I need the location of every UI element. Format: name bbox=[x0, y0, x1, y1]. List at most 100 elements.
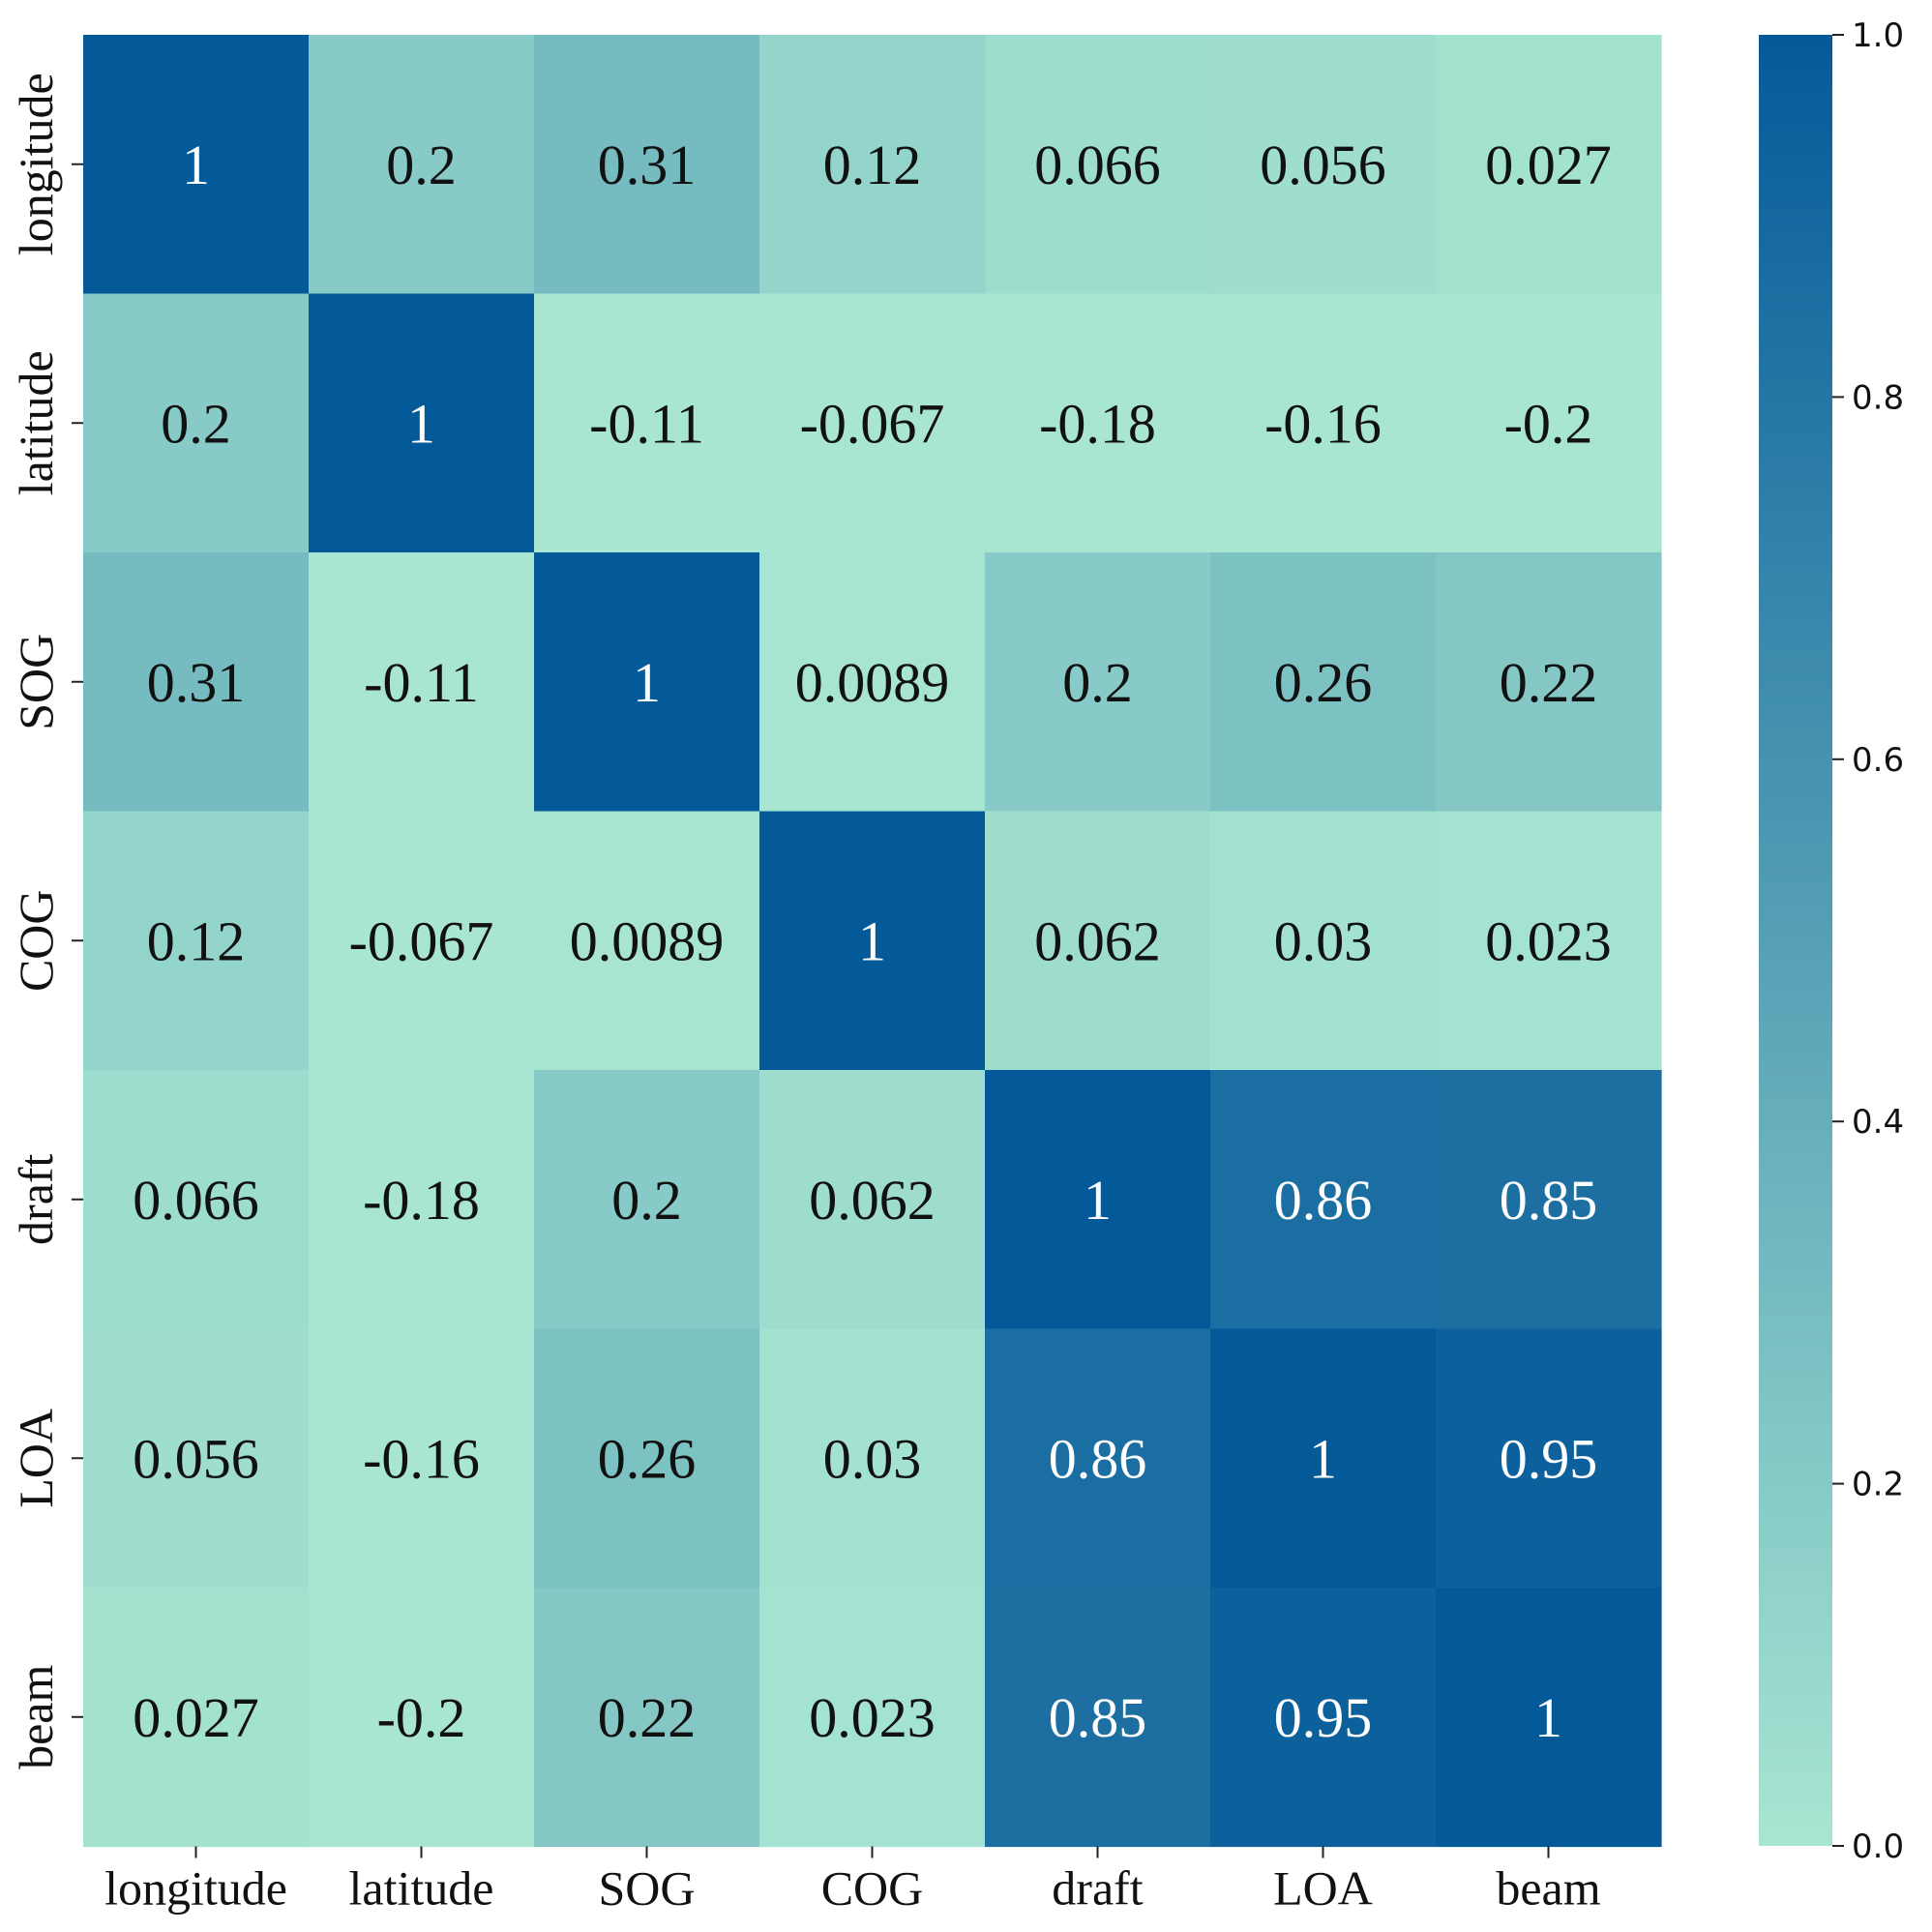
heatmap-cell-SOG-draft bbox=[985, 552, 1211, 813]
colorbar-tick-label: 0.0 bbox=[1852, 1828, 1904, 1866]
heatmap-cell-draft-LOA bbox=[1210, 1070, 1437, 1330]
cell-annotation: 0.0089 bbox=[795, 651, 950, 714]
heatmap-cell-beam-draft bbox=[985, 1588, 1211, 1848]
y-tick-label: LOA bbox=[9, 1409, 63, 1508]
heatmap-cell-SOG-longitude bbox=[83, 552, 310, 813]
heatmap-cell-COG-beam bbox=[1436, 811, 1662, 1071]
cell-annotation: -0.2 bbox=[1504, 392, 1593, 455]
heatmap-cell-longitude-draft bbox=[985, 35, 1211, 295]
cell-annotation: 0.056 bbox=[133, 1427, 259, 1490]
cell-annotation: -0.18 bbox=[363, 1169, 480, 1232]
x-tick-label: SOG bbox=[598, 1861, 695, 1916]
cell-annotation: 0.0089 bbox=[570, 909, 725, 972]
cell-annotation: -0.11 bbox=[364, 651, 479, 714]
cell-annotation: 0.03 bbox=[823, 1427, 922, 1490]
heatmap-cell-latitude-latitude bbox=[309, 293, 535, 553]
cell-annotation: 0.2 bbox=[1062, 651, 1133, 714]
heatmap-cell-draft-latitude bbox=[309, 1070, 535, 1330]
heatmap-cell-draft-longitude bbox=[83, 1070, 310, 1330]
cell-annotation: 0.2 bbox=[611, 1169, 682, 1232]
cell-annotation: 0.22 bbox=[598, 1686, 697, 1749]
cell-annotation: 0.027 bbox=[1485, 134, 1612, 196]
cell-annotation: 0.26 bbox=[598, 1427, 697, 1490]
cell-annotation: -0.067 bbox=[800, 392, 945, 455]
heatmap-cell-latitude-longitude bbox=[83, 293, 310, 553]
heatmap-cell-LOA-COG bbox=[759, 1328, 986, 1589]
heatmap-cell-beam-longitude bbox=[83, 1588, 310, 1848]
cell-annotation: 1 bbox=[407, 392, 435, 455]
cell-annotation: 0.85 bbox=[1500, 1169, 1598, 1232]
cell-annotation: 0.062 bbox=[809, 1169, 936, 1232]
cell-annotation: 0.31 bbox=[147, 651, 246, 714]
heatmap-cell-COG-draft bbox=[985, 811, 1211, 1071]
y-tick-label: COG bbox=[9, 889, 63, 992]
cell-annotation: -0.18 bbox=[1039, 392, 1156, 455]
heatmap-cell-longitude-COG bbox=[759, 35, 986, 295]
cell-annotation: 0.023 bbox=[1485, 909, 1612, 972]
heatmap-cell-draft-beam bbox=[1436, 1070, 1662, 1330]
cell-annotation: -0.16 bbox=[1264, 392, 1382, 455]
heatmap-cell-beam-LOA bbox=[1210, 1588, 1437, 1848]
cell-annotation: 1 bbox=[1084, 1169, 1112, 1232]
cell-annotation: 0.062 bbox=[1034, 909, 1161, 972]
heatmap-cell-latitude-SOG bbox=[534, 293, 760, 553]
heatmap-cell-COG-latitude bbox=[309, 811, 535, 1071]
x-tick-label: COG bbox=[821, 1861, 924, 1916]
heatmap-cell-COG-LOA bbox=[1210, 811, 1437, 1071]
heatmap-cell-longitude-SOG bbox=[534, 35, 760, 295]
heatmap-cell-LOA-SOG bbox=[534, 1328, 760, 1589]
y-tick-label: beam bbox=[9, 1665, 63, 1769]
heatmap-cell-draft-draft bbox=[985, 1070, 1211, 1330]
cell-annotation: 0.03 bbox=[1274, 909, 1373, 972]
cell-annotation: 1 bbox=[182, 134, 210, 196]
colorbar-tick-label: 0.4 bbox=[1852, 1103, 1904, 1142]
heatmap-cell-SOG-SOG bbox=[534, 552, 760, 813]
cell-annotation: 0.95 bbox=[1274, 1686, 1373, 1749]
heatmap-cell-beam-SOG bbox=[534, 1588, 760, 1848]
cell-annotation: 1 bbox=[1534, 1686, 1562, 1749]
cell-annotation: 0.22 bbox=[1500, 651, 1598, 714]
cell-annotation: 0.027 bbox=[133, 1686, 259, 1749]
cell-annotation: 1 bbox=[1309, 1427, 1337, 1490]
cell-annotation: 0.95 bbox=[1500, 1427, 1598, 1490]
heatmap-cell-LOA-draft bbox=[985, 1328, 1211, 1589]
y-tick-label: SOG bbox=[9, 634, 63, 730]
cell-annotation: 0.056 bbox=[1260, 134, 1386, 196]
x-tick-label: LOA bbox=[1273, 1861, 1373, 1916]
cell-annotation: -0.2 bbox=[377, 1686, 466, 1749]
cell-annotation: -0.067 bbox=[349, 909, 494, 972]
cell-annotation: 0.2 bbox=[386, 134, 457, 196]
heatmap-cell-longitude-latitude bbox=[309, 35, 535, 295]
heatmap-cell-COG-SOG bbox=[534, 811, 760, 1071]
heatmap-cell-LOA-longitude bbox=[83, 1328, 310, 1589]
heatmap-cells bbox=[83, 35, 1662, 1848]
heatmap-cell-beam-COG bbox=[759, 1588, 986, 1848]
heatmap-cell-latitude-draft bbox=[985, 293, 1211, 553]
cell-annotation: 0.26 bbox=[1274, 651, 1373, 714]
colorbar-tick-label: 1.0 bbox=[1852, 16, 1904, 55]
heatmap-cell-beam-latitude bbox=[309, 1588, 535, 1848]
colorbar-tick-label: 0.6 bbox=[1852, 741, 1904, 780]
x-tick-label: beam bbox=[1496, 1861, 1600, 1916]
heatmap-cell-longitude-longitude bbox=[83, 35, 310, 295]
x-tick-label: longitude bbox=[104, 1861, 287, 1916]
colorbar: 0.0 0.2 0.4 0.6 0.8 1.0 bbox=[1759, 16, 1904, 1866]
heatmap-cell-draft-COG bbox=[759, 1070, 986, 1330]
heatmap-cell-latitude-beam bbox=[1436, 293, 1662, 553]
colorbar-tick-label: 0.8 bbox=[1852, 378, 1904, 417]
cell-annotation: 1 bbox=[633, 651, 661, 714]
x-tick-label: draft bbox=[1052, 1861, 1143, 1916]
colorbar-tick-label: 0.2 bbox=[1852, 1466, 1904, 1504]
heatmap-cell-latitude-COG bbox=[759, 293, 986, 553]
heatmap-cell-longitude-beam bbox=[1436, 35, 1662, 295]
heatmap-cell-COG-COG bbox=[759, 811, 986, 1071]
cell-annotation: 0.023 bbox=[809, 1686, 936, 1749]
cell-annotation: 0.2 bbox=[161, 392, 231, 455]
heatmap-cell-latitude-LOA bbox=[1210, 293, 1437, 553]
heatmap-cell-LOA-beam bbox=[1436, 1328, 1662, 1589]
cell-annotation: 0.85 bbox=[1049, 1686, 1147, 1749]
cell-annotation: 1 bbox=[858, 909, 886, 972]
heatmap-cell-SOG-beam bbox=[1436, 552, 1662, 813]
heatmap-annotations: 1 0.2 0.31 0.12 0.066 0.056 0.027 0.2 1 -0.11 -0.0… bbox=[133, 134, 1612, 1749]
